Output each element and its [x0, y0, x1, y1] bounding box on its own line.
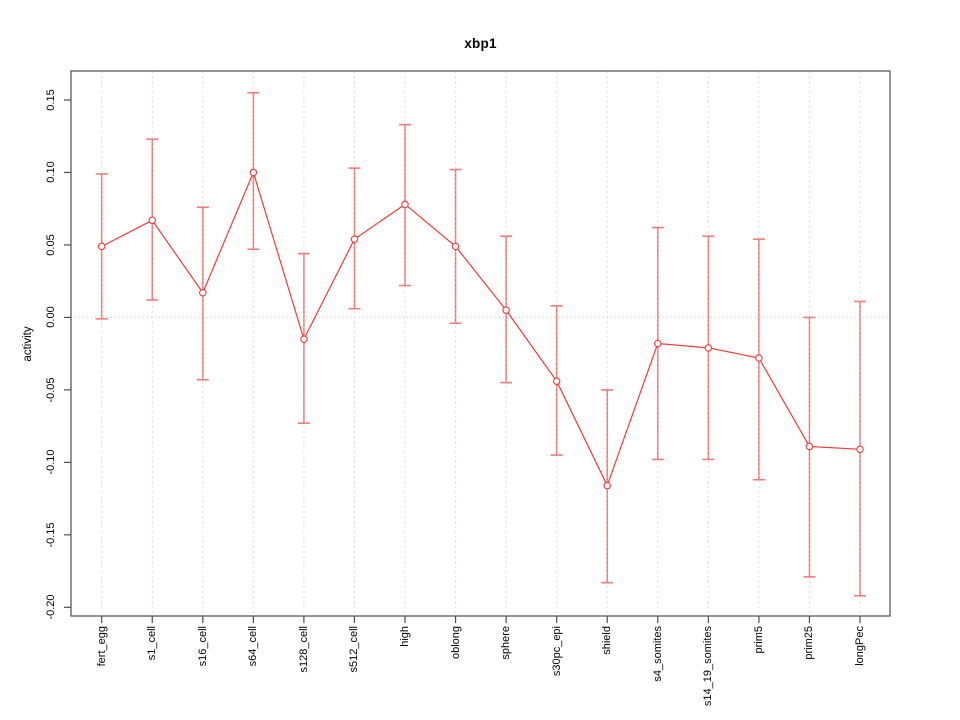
data-points: [97, 168, 864, 490]
y-tick-label: 0.05: [45, 234, 57, 256]
data-point: [350, 235, 359, 243]
x-category-label: s14_19_somites: [702, 626, 715, 707]
data-point: [199, 289, 207, 297]
data-point: [502, 306, 510, 314]
vertical-gridlines: [101, 71, 861, 616]
x-category-label: high: [399, 626, 412, 647]
data-point: [704, 344, 713, 352]
y-tick-label: -0.10: [45, 449, 57, 475]
y-tick-label: -0.05: [45, 377, 57, 403]
x-category-label: s1_cell: [146, 626, 159, 661]
plot-box: [70, 70, 891, 617]
y-tick-label: -0.20: [45, 594, 57, 620]
y-tick-label: -0.15: [45, 522, 57, 548]
plot-border: [70, 70, 891, 617]
y-axis-label: activity: [22, 326, 34, 362]
x-category-label: prim25: [803, 626, 816, 660]
x-category-label: shield: [601, 626, 614, 655]
data-point: [755, 354, 763, 362]
x-category-label: sphere: [500, 626, 513, 660]
data-point: [451, 242, 460, 251]
axis-ticks: [64, 99, 861, 623]
x-category-label: s30pc_epi: [550, 626, 563, 677]
data-point: [805, 442, 814, 451]
data-point: [148, 216, 157, 225]
data-point: [249, 168, 258, 177]
chart-title: xbp1: [464, 36, 497, 51]
data-point: [654, 339, 662, 348]
data-line: [101, 170, 861, 488]
x-category-label: s16_cell: [196, 626, 209, 667]
y-tick-label: 0.10: [45, 161, 57, 184]
x-category-label: s512_cell: [348, 626, 361, 673]
y-tick-label: 0.00: [45, 306, 57, 329]
x-category-label: s4_somites: [651, 626, 664, 682]
x-category-label: oblong: [449, 626, 462, 660]
x-category-label: prim5: [752, 626, 765, 654]
x-category-label: longPec: [854, 626, 866, 666]
x-category-label: s64_cell: [247, 626, 260, 667]
data-point: [300, 335, 308, 343]
y-tick-label: 0.15: [45, 89, 57, 111]
error-bars: [95, 91, 866, 597]
data-point: [97, 242, 106, 251]
x-category-label: fert_egg: [95, 626, 108, 667]
data-point: [603, 481, 611, 490]
data-point: [401, 200, 409, 209]
series-polyline: [101, 170, 861, 488]
x-category-label: s128_cell: [297, 626, 310, 673]
data-point: [856, 445, 864, 454]
data-point: [552, 377, 561, 385]
